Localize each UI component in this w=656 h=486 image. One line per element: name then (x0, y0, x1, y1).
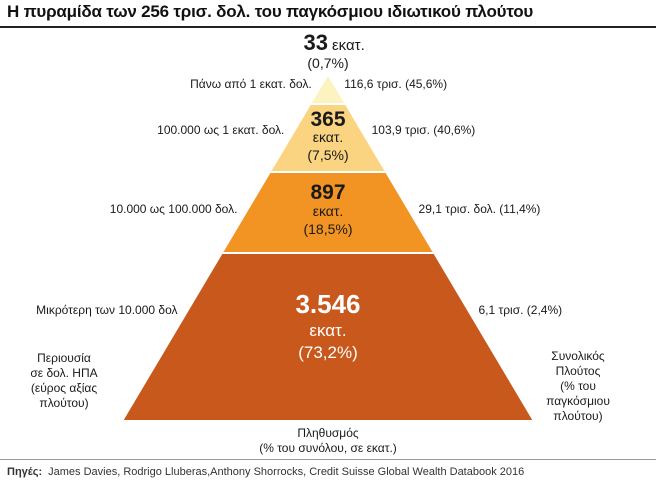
left-axis-label-line: Περιουσία (37, 351, 91, 365)
tier-wealth-label: 103,9 τρισ. (40,6%) (372, 123, 476, 137)
tier-population-unit: εκατ. (313, 129, 344, 145)
bottom-axis-label-line: (% του συνόλου, σε εκατ.) (259, 441, 397, 455)
tier-range-label: 100.000 ως 1 εκατ. δολ. (157, 123, 284, 137)
tier-wealth-label: 116,6 τρισ. (45,6%) (344, 77, 447, 91)
tier-population-unit: εκατ. (309, 321, 346, 340)
tier-wealth-label: 29,1 τρισ. δολ. (11,4%) (419, 202, 541, 216)
tier-population-value: 33 (304, 30, 328, 55)
pyramid-tier-1 (308, 72, 348, 105)
tier-population-pct: (18,5%) (303, 221, 352, 237)
left-axis-label-line: σε δολ. ΗΠΑ (30, 366, 97, 380)
right-axis-label-line: πλούτου) (553, 409, 602, 423)
tier-population-pct: (0,7%) (307, 55, 348, 71)
tier-population-unit: εκατ. (313, 203, 344, 219)
left-axis-label-line: πλούτου) (39, 396, 88, 410)
tier-population-value: 3.546 (295, 289, 360, 319)
right-axis-label-line: παγκόσμιου (546, 394, 610, 408)
tier-population-pct: (7,5%) (307, 147, 348, 163)
tier-population-value: 897 (310, 181, 345, 204)
source-divider (0, 459, 656, 460)
source-text: James Davies, Rodrigo Lluberas,Anthony S… (48, 466, 525, 478)
tier-population-unit: εκατ. (332, 37, 365, 54)
source-note: Πηγές: James Davies, Rodrigo Lluberas,Ant… (7, 466, 524, 478)
right-axis-label-line: Συνολικός (551, 349, 605, 363)
right-axis-label-line: (% του (560, 379, 596, 393)
chart-title: Η πυραμίδα των 256 τρισ. δολ. του παγκόσ… (7, 2, 534, 21)
tier-population-pct: (73,2%) (298, 343, 358, 362)
bottom-axis-label-line: Πληθυσμός (297, 426, 359, 440)
pyramid-tier-4 (120, 252, 536, 422)
title-divider (0, 26, 656, 28)
tier-range-label: Πάνω από 1 εκατ. δολ. (190, 77, 312, 91)
left-axis-label-line: (εύρος αξίας (31, 381, 97, 395)
tier-wealth-label: 6,1 τρισ. (2,4%) (478, 303, 562, 317)
tier-range-label: 10.000 ως 100.000 δολ. (110, 202, 238, 216)
tier-population-value: 365 (310, 108, 345, 131)
source-label: Πηγές: (7, 466, 43, 478)
tier-range-label: Μικρότερη των 10.000 δολ (36, 303, 177, 317)
right-axis-label-line: Πλούτος (556, 364, 601, 378)
